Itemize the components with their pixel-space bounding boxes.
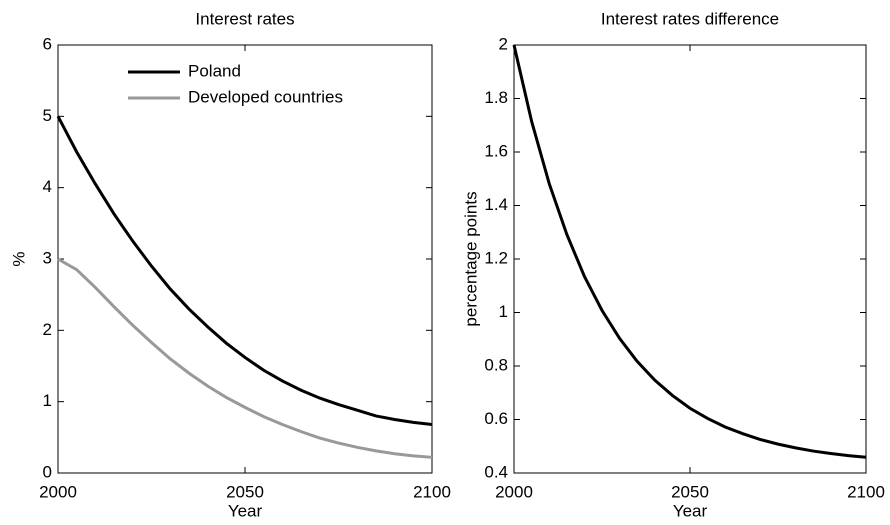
legend-label: Developed countries — [188, 87, 343, 106]
x-tick-label: 2000 — [39, 482, 77, 501]
x-tick-label: 2100 — [413, 482, 451, 501]
y-tick-label: 5 — [43, 106, 52, 125]
x-axis-label: Year — [228, 501, 263, 520]
x-tick-label: 2000 — [495, 482, 533, 501]
y-tick-label: 6 — [43, 34, 52, 53]
y-tick-label: 0.6 — [484, 409, 508, 428]
y-tick-label: 4 — [43, 177, 52, 196]
chart-title: Interest rates difference — [601, 9, 779, 28]
legend-label: Poland — [188, 61, 241, 80]
line-series — [512, 44, 867, 459]
y-tick-label: 0 — [43, 462, 52, 481]
plot-area — [513, 44, 867, 474]
y-tick-label: 1.8 — [484, 88, 508, 107]
y-axis-label: % — [9, 251, 28, 266]
x-axis-label: Year — [673, 501, 708, 520]
y-axis-label: percentage points — [461, 191, 480, 326]
y-tick-label: 2 — [43, 320, 52, 339]
x-tick-label: 2050 — [671, 482, 709, 501]
x-tick-label: 2100 — [847, 482, 885, 501]
y-tick-label: 1 — [499, 302, 508, 321]
y-tick-label: 0.8 — [484, 355, 508, 374]
plot-area — [57, 44, 433, 474]
line-series — [56, 115, 433, 426]
y-tick-label: 1.2 — [484, 248, 508, 267]
y-tick-label: 0.4 — [484, 462, 508, 481]
y-tick-label: 1.6 — [484, 141, 508, 160]
y-tick-label: 1.4 — [484, 195, 508, 214]
chart-title: Interest rates — [195, 9, 294, 28]
y-tick-label: 3 — [43, 248, 52, 267]
x-tick-label: 2050 — [226, 482, 264, 501]
y-tick-label: 1 — [43, 391, 52, 410]
line-series — [57, 257, 433, 459]
y-tick-label: 2 — [499, 34, 508, 53]
